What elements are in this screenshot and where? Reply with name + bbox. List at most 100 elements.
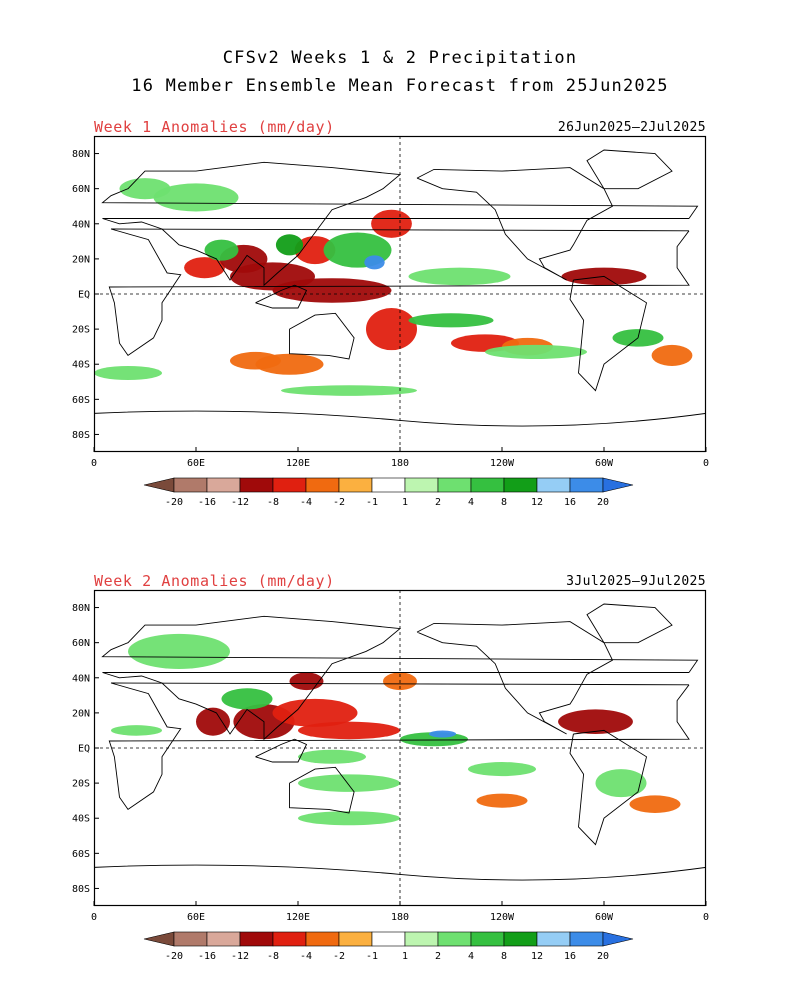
x-tick-label: 60W (595, 458, 614, 469)
anomaly-region (272, 278, 392, 303)
y-tick-label: EQ (78, 744, 90, 755)
x-tick-label: 0 (703, 912, 709, 923)
y-tick-label: 40N (72, 219, 90, 230)
colorbar-swatch (536, 477, 571, 493)
colorbar-swatch (404, 477, 439, 493)
colorbar-swatch (371, 477, 406, 493)
anomaly-region (184, 257, 225, 279)
x-tick-label: 180 (391, 458, 409, 469)
y-tick-label: 20N (72, 254, 90, 265)
y-tick-label: 80N (72, 603, 90, 614)
figure-title: CFSv2 Weeks 1 & 2 Precipitation (222, 48, 578, 68)
colorbar-label: -1 (366, 497, 378, 508)
colorbar-swatch (470, 931, 505, 947)
colorbar-label: 4 (468, 497, 474, 508)
colorbar-swatch (404, 931, 439, 947)
anomaly-region (275, 234, 304, 256)
coastline (586, 603, 673, 644)
colorbar-label: -12 (231, 497, 249, 508)
colorbar-label: 4 (468, 951, 474, 962)
coastline (289, 312, 355, 360)
coastline (101, 161, 699, 287)
anomaly-region (111, 725, 162, 736)
colorbar-swatch (305, 931, 340, 947)
x-tick-label: 120E (286, 458, 310, 469)
x-tick-label: 120W (490, 458, 515, 469)
colorbar-label: -16 (198, 951, 216, 962)
colorbar-low-arrow (143, 477, 175, 493)
anomaly-region (298, 774, 400, 792)
anomaly-region (255, 353, 324, 375)
x-tick-label: 60E (187, 912, 205, 923)
y-tick-label: 20S (72, 325, 90, 336)
colorbar-swatch (206, 477, 241, 493)
y-tick-label: 40N (72, 673, 90, 684)
colorbar-label: -4 (300, 951, 312, 962)
colorbar-swatch (173, 477, 208, 493)
y-tick-label: 80N (72, 149, 90, 160)
coastline (255, 738, 308, 763)
y-tick-label: 60S (72, 395, 90, 406)
x-tick-label: 0 (703, 458, 709, 469)
colorbar-swatch (272, 477, 307, 493)
colorbar-label: -2 (333, 497, 345, 508)
week1-date-range: 26Jun2025—2Jul2025 (557, 120, 706, 135)
y-tick-label: 40S (72, 360, 90, 371)
anomaly-region (485, 344, 587, 359)
colorbar-swatch (272, 931, 307, 947)
colorbar-swatch (503, 477, 538, 493)
anomaly-region (153, 183, 239, 212)
y-tick-label: 80S (72, 430, 90, 441)
anomaly-region (558, 709, 633, 734)
week1-panel-title: Week 1 Anomalies (mm/day) (94, 118, 335, 136)
anomaly-region (272, 698, 358, 727)
anomaly-region (94, 365, 162, 381)
colorbar-swatch (569, 477, 604, 493)
colorbar-label: 16 (564, 497, 576, 508)
anomaly-region (629, 795, 681, 813)
anomaly-region (196, 707, 230, 736)
coastline (101, 615, 699, 741)
colorbar-swatch (470, 477, 505, 493)
anomaly-region (119, 178, 171, 200)
x-tick-label: 120W (490, 912, 515, 923)
colorbar-label: 12 (531, 951, 543, 962)
colorbar-label: -16 (198, 497, 216, 508)
colorbar-swatch (437, 931, 472, 947)
colorbar-label: 8 (501, 951, 507, 962)
coastline (108, 228, 690, 357)
y-tick-label: 20S (72, 779, 90, 790)
colorbar-swatch (239, 477, 274, 493)
week1-panel: Week 1 Anomalies (mm/day) 26Jun2025—2Jul… (0, 116, 800, 536)
x-tick-label: 180 (391, 912, 409, 923)
y-tick-label: 80S (72, 884, 90, 895)
y-tick-label: 20N (72, 708, 90, 719)
anomaly-region (221, 688, 273, 710)
x-tick-label: 60W (595, 912, 614, 923)
coastline (416, 621, 614, 735)
y-tick-label: EQ (78, 290, 90, 301)
y-tick-label: 60S (72, 849, 90, 860)
x-tick-label: 0 (91, 912, 97, 923)
colorbar-label: 12 (531, 497, 543, 508)
anomaly-region (468, 762, 536, 777)
anomaly-region (408, 313, 494, 328)
x-tick-label: 120E (286, 912, 310, 923)
coastline (586, 149, 673, 190)
colorbar-label: -12 (231, 951, 249, 962)
anomaly-region (281, 385, 417, 396)
colorbar-swatch (305, 477, 340, 493)
colorbar-label: 20 (597, 497, 609, 508)
colorbar-label: -8 (267, 951, 279, 962)
colorbar-label: 16 (564, 951, 576, 962)
anomaly-region (366, 308, 417, 351)
colorbar-label: 2 (435, 951, 441, 962)
anomaly-region (595, 769, 647, 798)
colorbar-label: -2 (333, 951, 345, 962)
anomaly-region (364, 255, 385, 270)
colorbar-swatch (206, 931, 241, 947)
colorbar-swatch (536, 931, 571, 947)
colorbar-label: 20 (597, 951, 609, 962)
y-tick-label: 40S (72, 814, 90, 825)
